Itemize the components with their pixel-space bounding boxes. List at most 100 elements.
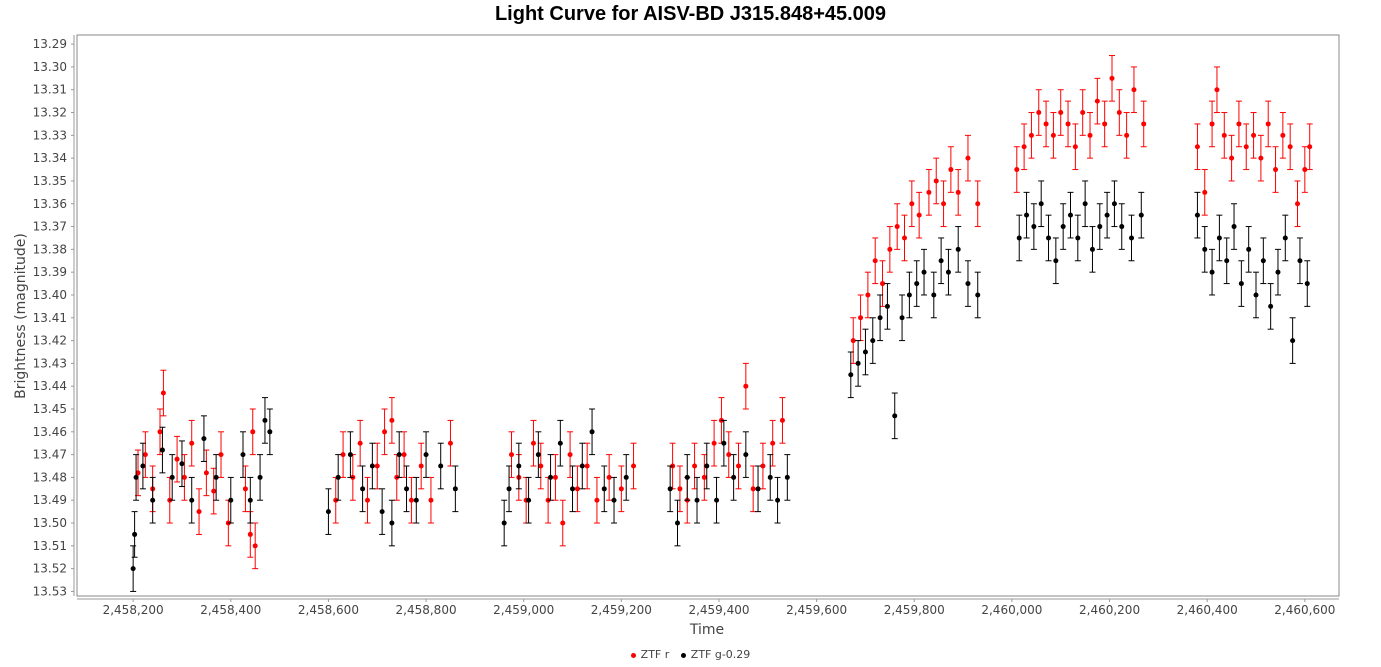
data-point xyxy=(1079,89,1086,136)
point-marker xyxy=(257,474,263,480)
data-point xyxy=(130,545,137,592)
data-point xyxy=(1030,203,1037,250)
point-marker xyxy=(1131,87,1137,93)
data-point xyxy=(1267,283,1274,330)
legend: ZTF r ZTF g-0.29 xyxy=(0,648,1381,661)
point-marker xyxy=(1253,292,1259,298)
point-marker xyxy=(909,201,915,207)
point-marker xyxy=(1116,110,1122,116)
data-point xyxy=(131,511,138,558)
point-marker xyxy=(601,486,607,492)
point-marker xyxy=(142,452,148,458)
data-point xyxy=(261,397,268,444)
data-point xyxy=(188,476,195,524)
chart-title: Light Curve for AISV-BD J315.848+45.009 xyxy=(494,3,887,25)
data-point xyxy=(1094,77,1101,125)
point-marker xyxy=(1058,110,1064,116)
point-marker xyxy=(684,474,690,480)
data-point xyxy=(779,397,786,444)
point-marker xyxy=(775,497,781,503)
y-tick-label: 13.36 xyxy=(33,197,67,211)
point-marker xyxy=(1014,167,1020,173)
y-tick-label: 13.44 xyxy=(33,379,67,393)
data-point xyxy=(589,408,596,456)
point-marker xyxy=(914,281,920,287)
data-point xyxy=(1021,123,1028,171)
point-marker xyxy=(1087,132,1093,138)
data-point xyxy=(181,454,188,501)
data-point xyxy=(974,180,981,228)
data-point xyxy=(735,442,742,490)
point-marker xyxy=(560,520,566,526)
data-point xyxy=(1013,146,1020,193)
data-point xyxy=(1138,191,1145,239)
point-marker xyxy=(870,338,876,344)
data-point xyxy=(703,442,710,490)
point-marker xyxy=(1290,338,1296,344)
x-tick-label: 2,460,200 xyxy=(1079,603,1140,617)
point-marker xyxy=(552,474,558,480)
point-marker xyxy=(189,440,195,446)
data-point xyxy=(908,180,915,228)
data-point xyxy=(584,442,591,490)
data-point xyxy=(955,226,962,273)
legend-label: ZTF r xyxy=(640,648,670,661)
data-point xyxy=(1060,203,1067,250)
data-point xyxy=(667,465,674,513)
y-tick-label: 13.51 xyxy=(33,539,67,553)
data-point xyxy=(1289,317,1296,364)
data-point xyxy=(601,465,608,513)
point-marker xyxy=(1295,201,1301,207)
data-point xyxy=(135,449,142,497)
y-tick-label: 13.40 xyxy=(33,288,67,302)
data-point xyxy=(1023,191,1030,239)
data-point xyxy=(1074,214,1081,262)
point-marker xyxy=(750,486,756,492)
data-point xyxy=(567,431,574,478)
y-tick-label: 13.45 xyxy=(33,402,67,416)
point-marker xyxy=(340,452,346,458)
point-marker xyxy=(364,497,370,503)
point-marker xyxy=(267,429,273,435)
point-marker xyxy=(189,497,195,503)
point-marker xyxy=(955,246,961,252)
point-marker xyxy=(945,269,951,275)
data-point xyxy=(767,454,774,501)
point-marker xyxy=(535,452,541,458)
data-point xyxy=(921,248,928,296)
point-marker xyxy=(694,497,700,503)
point-marker xyxy=(369,463,375,469)
point-marker xyxy=(242,486,248,492)
point-marker xyxy=(1065,121,1071,127)
point-marker xyxy=(623,474,629,480)
data-point xyxy=(149,476,156,524)
data-point xyxy=(1201,226,1208,273)
point-marker xyxy=(169,474,175,480)
point-marker xyxy=(1236,121,1242,127)
point-marker xyxy=(1231,224,1237,230)
point-marker xyxy=(916,212,922,218)
data-point xyxy=(388,397,395,444)
point-marker xyxy=(389,520,395,526)
point-marker xyxy=(887,246,893,252)
data-point xyxy=(1096,203,1103,250)
point-marker xyxy=(240,452,246,458)
point-marker xyxy=(196,509,202,515)
point-marker xyxy=(894,224,900,230)
data-point xyxy=(930,271,937,319)
point-marker xyxy=(1246,246,1252,252)
point-marker xyxy=(721,440,727,446)
point-marker xyxy=(955,189,961,195)
point-marker xyxy=(755,486,761,492)
data-point xyxy=(1108,55,1115,102)
data-point xyxy=(1260,237,1267,285)
point-marker xyxy=(1260,258,1266,264)
data-point xyxy=(501,499,508,547)
data-point xyxy=(1253,271,1260,319)
point-marker xyxy=(767,474,773,480)
data-point xyxy=(1209,100,1216,148)
data-point xyxy=(335,454,342,501)
data-point xyxy=(418,442,425,490)
data-point xyxy=(447,419,454,467)
y-axis-label: Brightness (magnitude) xyxy=(13,233,29,399)
